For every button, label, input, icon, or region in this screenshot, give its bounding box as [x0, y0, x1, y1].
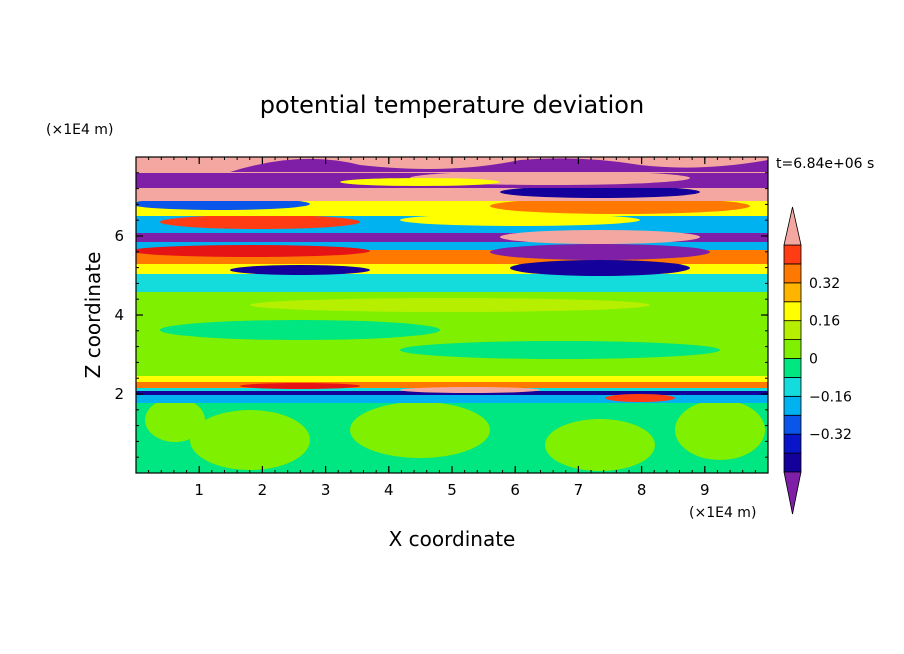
lower-cells: [145, 398, 765, 471]
colorbar-tick-label: 0.32: [809, 276, 840, 292]
field-cell: [250, 298, 650, 312]
chart-title: potential temperature deviation: [260, 91, 644, 119]
colorbar-segment: [783, 339, 802, 359]
field-cell: [490, 198, 750, 214]
colorbar-segment: [783, 377, 802, 397]
colorbar-segment: [783, 358, 802, 378]
field-band: [136, 232, 768, 242]
colorbar-over-triangle: [783, 206, 802, 246]
x-axis-ticks: 1 2 3 4 5 6 7 8 9: [148, 157, 756, 499]
colorbar-tick-label: 0: [809, 352, 818, 368]
field-band: [136, 395, 768, 403]
y-axis-label: Z coordinate: [81, 252, 105, 379]
field-cell: [675, 400, 765, 460]
field-cell: [510, 260, 690, 276]
field-band: [136, 376, 768, 386]
field-cell: [400, 214, 640, 226]
y-axis-ticks: 2 4 6: [114, 172, 768, 458]
x-tick-label: 1: [194, 481, 204, 499]
upper-layers: [136, 157, 768, 292]
field-cell: [605, 394, 675, 402]
colorbar: 0.32 0.16 0 −0.16 −0.32: [783, 206, 852, 515]
x-tick-label: 8: [637, 481, 647, 499]
field-cell: [400, 341, 720, 359]
field-cell: [500, 186, 700, 198]
colorbar-tick-label: −0.32: [809, 427, 852, 443]
x-tick-label: 4: [384, 481, 394, 499]
field-band: [136, 272, 768, 292]
x-tick-label: 2: [258, 481, 268, 499]
field-cell: [136, 198, 310, 210]
field-band: [136, 382, 768, 388]
field-band: [136, 240, 768, 250]
field-cell: [230, 158, 768, 172]
field-cell: [160, 215, 360, 229]
field-cell: [136, 245, 370, 257]
time-label: t=6.84e+06 s: [776, 156, 874, 172]
z2-interface: [136, 376, 768, 403]
x-axis-unit: (×1E4 m): [689, 505, 756, 521]
field-cell: [490, 244, 710, 260]
y-tick-label: 6: [114, 227, 124, 245]
field-cell: [190, 410, 310, 470]
colorbar-tick-label: 0.16: [809, 314, 840, 330]
colorbar-segment: [783, 452, 802, 473]
x-tick-label: 5: [447, 481, 457, 499]
field-cell: [145, 398, 205, 442]
field-band: [136, 391, 768, 395]
colorbar-segment: [783, 395, 802, 416]
colorbar-segment: [783, 263, 802, 284]
x-tick-label: 7: [574, 481, 584, 499]
colorbar-tick-label: −0.16: [809, 389, 852, 405]
colorbar-under-triangle: [783, 471, 802, 515]
y-tick-label: 4: [114, 306, 124, 324]
colorbar-segment: [783, 282, 802, 303]
x-axis-label: X coordinate: [389, 527, 516, 551]
colorbar-segment: [783, 244, 802, 265]
field-cell: [545, 419, 655, 471]
field-cell: [160, 320, 440, 340]
contour-field: [136, 157, 768, 473]
field-cell: [230, 265, 370, 275]
field-cell: [340, 178, 500, 186]
x-tick-label: 3: [321, 481, 331, 499]
x-tick-label: 6: [510, 481, 520, 499]
colorbar-segment: [783, 414, 802, 435]
field-cell: [500, 230, 700, 244]
y-axis-unit: (×1E4 m): [46, 122, 113, 138]
colorbar-segment: [783, 320, 802, 340]
x-tick-label: 9: [700, 481, 710, 499]
field-cell: [240, 383, 360, 389]
colorbar-segment: [783, 433, 802, 454]
field-cell: [350, 402, 490, 458]
y-tick-label: 2: [114, 385, 124, 403]
colorbar-segment: [783, 301, 802, 322]
field-cell: [400, 387, 540, 393]
